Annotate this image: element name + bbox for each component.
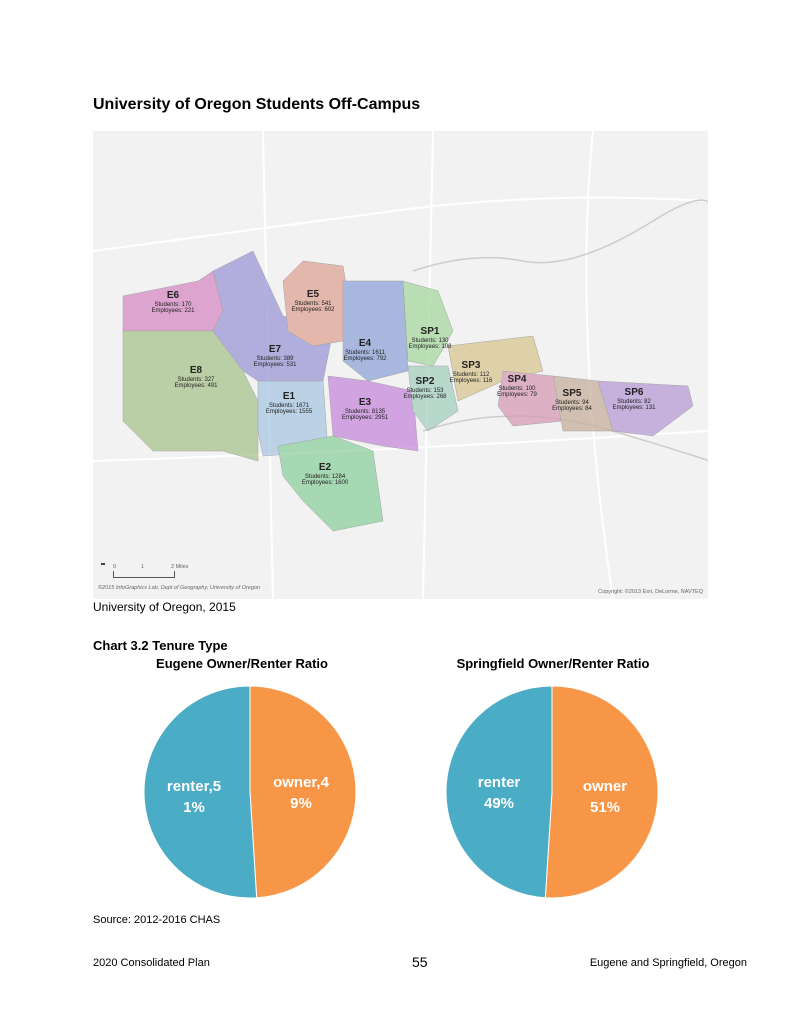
district-label-E5: E5 Students: 541 Employees: 602 bbox=[291, 289, 335, 313]
district-map: E6 Students: 170 Employees: 221 E5 Students… bbox=[93, 131, 708, 599]
map-graphic bbox=[93, 131, 708, 599]
scale-tick: 1 bbox=[141, 564, 145, 570]
eugene-owner-label: owner,4 9% bbox=[273, 774, 329, 812]
district-label-E6: E6 Students: 170 Employees: 221 bbox=[151, 290, 195, 314]
district-label-SP6: SP6 Students: 82 Employees: 131 bbox=[612, 387, 656, 411]
eugene-renter-label: renter,5 1% bbox=[166, 778, 222, 816]
district-label-SP1: SP1 Students: 130 Employees: 108 bbox=[408, 326, 452, 350]
district-label-E4: E4 Students: 1611 Employees: 792 bbox=[343, 338, 387, 362]
district-label-SP3: SP3 Students: 112 Employees: 116 bbox=[449, 360, 493, 384]
district-label-E8: E8 Students: 327 Employees: 491 bbox=[174, 365, 218, 389]
district-E4 bbox=[342, 280, 409, 382]
scale-tick: 0 bbox=[113, 564, 117, 570]
district-label-SP5: SP5 Students: 94 Employees: 84 bbox=[552, 388, 592, 412]
springfield-owner-label: owner 51% bbox=[582, 778, 628, 816]
map-credit-right: Copyright: ©2013 Esri, DeLorme, NAVTEQ bbox=[598, 589, 703, 595]
footer-right: Eugene and Springfield, Oregon bbox=[589, 957, 747, 969]
source-note: Source: 2012-2016 CHAS bbox=[93, 914, 221, 926]
scale-bar bbox=[113, 571, 175, 578]
map-caption: University of Oregon, 2015 bbox=[93, 600, 236, 614]
springfield-renter-label: renter 49% bbox=[477, 774, 521, 812]
scale-tick: 2 Miles bbox=[171, 564, 189, 570]
zoom-out-icon[interactable] bbox=[101, 563, 105, 565]
district-SP2 bbox=[407, 365, 459, 432]
map-heading: University of Oregon Students Off-Campus bbox=[93, 96, 421, 113]
map-credit-left: ©2015 InfoGraphics Lab, Dept of Geograph… bbox=[98, 585, 261, 591]
pie-slice-owner bbox=[544, 685, 659, 899]
district-SP6 bbox=[597, 380, 694, 437]
page-number: 55 bbox=[412, 954, 428, 970]
springfield-pie-chart bbox=[445, 685, 659, 899]
eugene-pie-chart bbox=[143, 685, 357, 899]
district-label-E2: E2 Students: 1284 Employees: 1600 bbox=[301, 462, 349, 486]
district-label-SP2: SP2 Students: 153 Employees: 268 bbox=[403, 376, 447, 400]
district-label-E7: E7 Students: 389 Employees: 531 bbox=[253, 344, 297, 368]
pie-slice-renter bbox=[143, 685, 258, 899]
district-label-E3: E3 Students: 8135 Employees: 2951 bbox=[341, 397, 389, 421]
footer-left: 2020 Consolidated Plan bbox=[93, 957, 210, 969]
district-SP1 bbox=[402, 280, 454, 367]
district-SP4 bbox=[497, 370, 564, 427]
pie-slice-owner bbox=[249, 685, 357, 899]
chart-section-title: Chart 3.2 Tenure Type bbox=[93, 638, 228, 653]
eugene-pie-title: Eugene Owner/Renter Ratio bbox=[156, 656, 328, 671]
pie-slice-renter bbox=[445, 685, 553, 899]
springfield-pie-title: Springfield Owner/Renter Ratio bbox=[456, 656, 650, 671]
district-E2 bbox=[277, 435, 384, 532]
district-label-SP4: SP4 Students: 100 Employees: 79 bbox=[497, 374, 537, 398]
district-label-E1: E1 Students: 1671 Employees: 1555 bbox=[265, 391, 313, 415]
